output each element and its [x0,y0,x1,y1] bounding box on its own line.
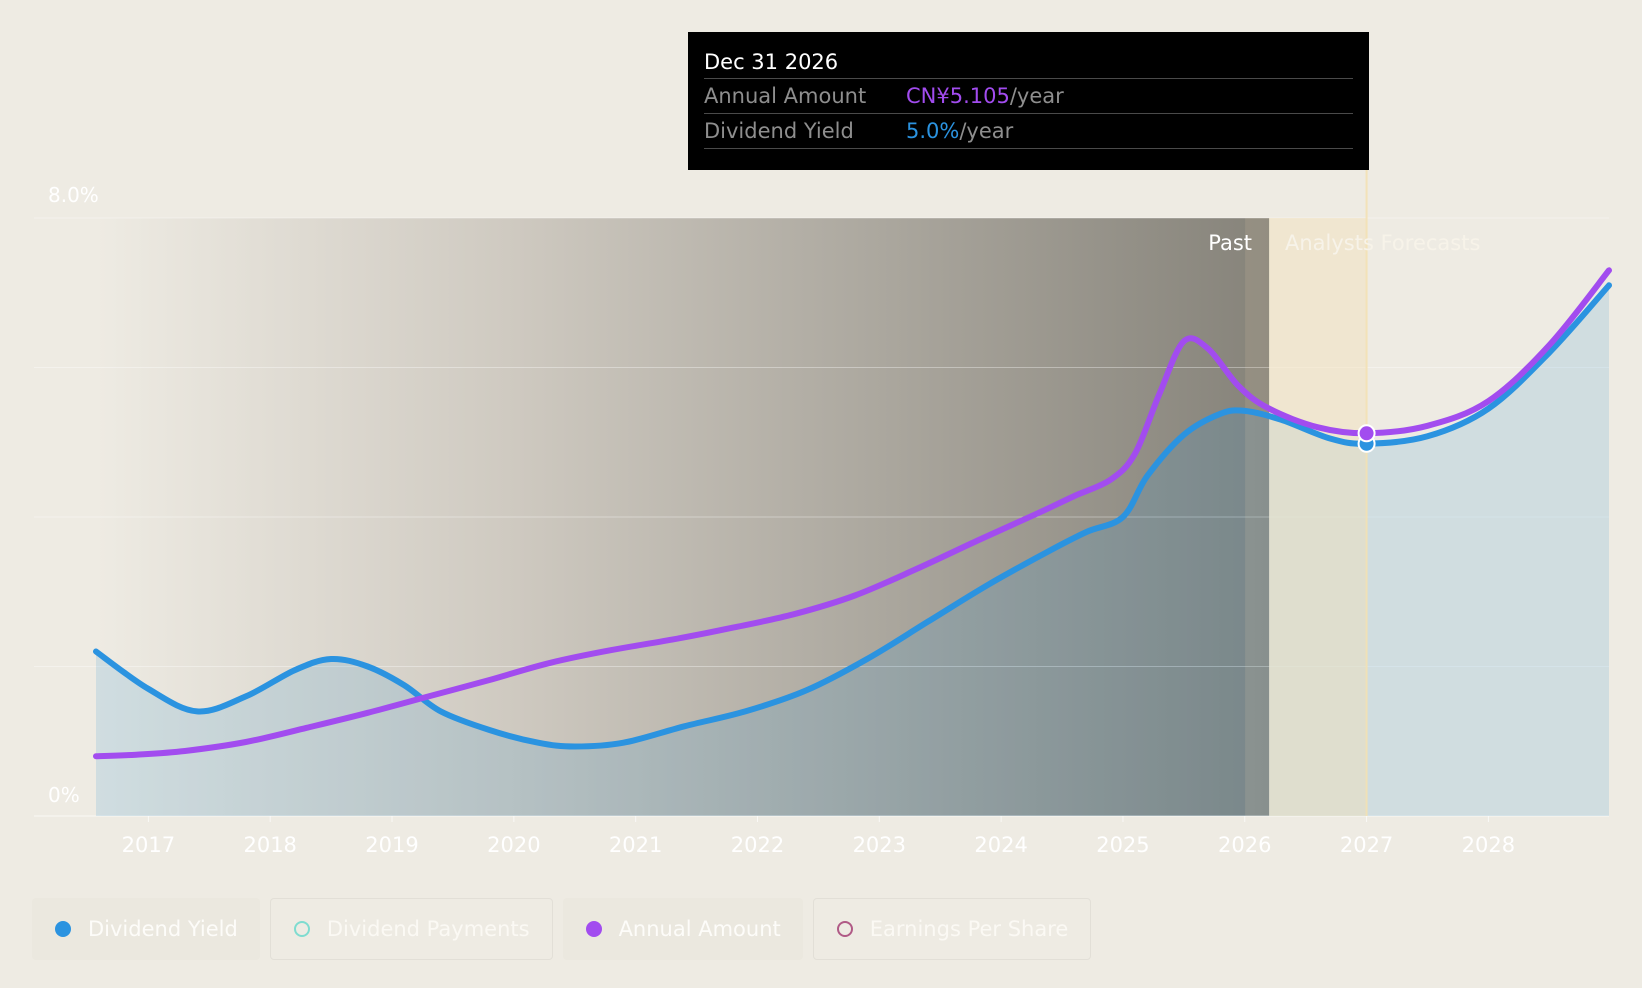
legend-item-dividend-payments[interactable]: Dividend Payments [269,898,553,960]
x-tick-label: 2018 [243,833,296,857]
past-label: Past [1208,231,1252,255]
legend-ring-icon [836,921,853,937]
legend-item-dividend-yield[interactable]: Dividend Yield [32,898,260,960]
legend-dot-icon [55,921,71,937]
y-tick-label-max: 8.0% [48,183,99,207]
legend-label: Annual Amount [618,917,781,941]
annual-amount-line [93,267,1612,760]
legend-ring-icon [293,921,310,937]
legend-label: Dividend Yield [88,917,238,941]
x-tick-label: 2028 [1462,833,1515,857]
legend-item-annual-amount[interactable]: Annual Amount [562,898,803,960]
forecast-label: Analysts Forecasts [1285,231,1480,255]
tooltip-value: CN¥5.105 [906,84,1010,108]
tooltip-date: Dec 31 2026 [704,46,1353,79]
x-tick-label: 2017 [122,833,175,857]
x-tick-label: 2020 [487,833,540,857]
legend: Dividend Yield Dividend Payments Annual … [32,898,1101,960]
legend-label: Dividend Payments [326,917,530,941]
tooltip-unit: /year [959,119,1014,143]
tooltip-value: 5.0% [906,119,960,143]
tooltip: Dec 31 2026 Annual Amount CN¥5.105 /year… [688,32,1369,170]
tooltip-unit: /year [1009,84,1064,108]
tooltip-label: Dividend Yield [704,119,854,143]
tooltip-label: Annual Amount [704,84,867,108]
x-tick-label: 2019 [365,833,418,857]
past-region [96,218,1270,816]
forecast-highlight [1269,218,1367,816]
tooltip-row-dividend-yield: Dividend Yield 5.0% /year [704,114,1353,149]
x-tick-label: 2022 [731,833,784,857]
x-tick-label: 2023 [853,833,906,857]
dividend-yield-area [96,285,1609,816]
tooltip-row-annual-amount: Annual Amount CN¥5.105 /year [704,79,1353,114]
annual-amount-hover-point[interactable] [1357,424,1376,443]
x-tick-label: 2021 [609,833,662,857]
x-tick-label: 2027 [1340,833,1393,857]
y-tick-label-min: 0% [48,783,80,807]
x-tick-label: 2024 [974,833,1027,857]
dividend-yield-line [93,282,1612,750]
legend-dot-icon [585,921,602,937]
past-edge-glow [1245,218,1270,816]
x-tick-label: 2026 [1218,833,1271,857]
x-tick-label: 2025 [1096,833,1149,857]
legend-item-earnings-per-share[interactable]: Earnings Per Share [812,898,1092,960]
legend-label: Earnings Per Share [869,917,1069,941]
